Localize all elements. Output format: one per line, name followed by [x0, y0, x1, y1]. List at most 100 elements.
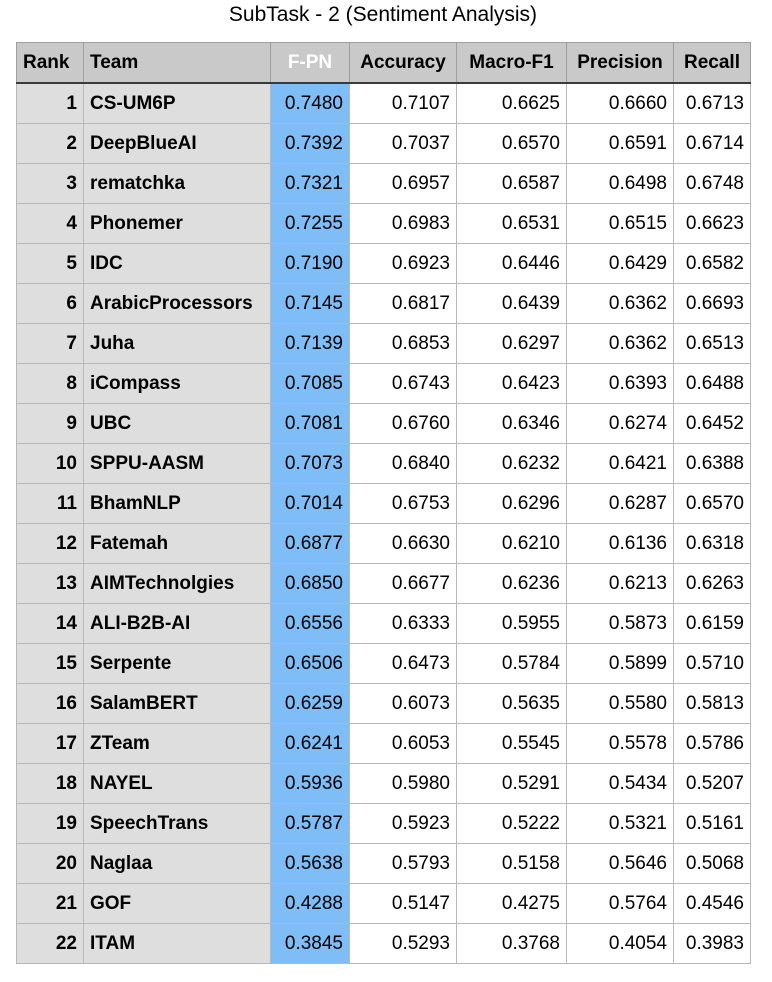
precision-cell: 0.6429	[566, 243, 674, 284]
macro-f1-cell: 0.5635	[456, 683, 567, 724]
accuracy-cell: 0.5980	[349, 763, 457, 804]
precision-cell: 0.5899	[566, 643, 674, 684]
f-pn-cell: 0.7392	[270, 123, 350, 164]
f-pn-cell: 0.7139	[270, 323, 350, 364]
table-title: SubTask - 2 (Sentiment Analysis)	[228, 3, 538, 26]
table-body: 1 CS-UM6P 0.7480 0.7107 0.6625 0.6660 0.6713 2 D…	[16, 82, 751, 964]
recall-cell: 0.6693	[673, 283, 751, 324]
table-row: 2 DeepBlueAI 0.7392 0.7037 0.6570 0.6591 0.671…	[16, 123, 751, 164]
macro-f1-cell: 0.6531	[456, 203, 567, 244]
macro-f1-cell: 0.6439	[456, 283, 567, 324]
rank-cell: 2	[16, 123, 84, 164]
recall-cell: 0.5813	[673, 683, 751, 724]
team-cell: Serpente	[83, 643, 271, 684]
table-row: 16 SalamBERT 0.6259 0.6073 0.5635 0.5580 0.581…	[16, 683, 751, 724]
table-row: 14 ALI-B2B-AI 0.6556 0.6333 0.5955 0.5873 0.61…	[16, 603, 751, 644]
column-header-recall: Recall	[673, 42, 751, 84]
macro-f1-cell: 0.6210	[456, 523, 567, 564]
accuracy-cell: 0.6743	[349, 363, 457, 404]
table-row: 19 SpeechTrans 0.5787 0.5923 0.5222 0.5321 0.5…	[16, 803, 751, 844]
recall-cell: 0.6623	[673, 203, 751, 244]
macro-f1-cell: 0.6570	[456, 123, 567, 164]
rank-cell: 19	[16, 803, 84, 844]
accuracy-cell: 0.6760	[349, 403, 457, 444]
table-row: 4 Phonemer 0.7255 0.6983 0.6531 0.6515 0.6623	[16, 203, 751, 244]
accuracy-cell: 0.5793	[349, 843, 457, 884]
f-pn-cell: 0.5787	[270, 803, 350, 844]
accuracy-cell: 0.6073	[349, 683, 457, 724]
team-cell: Phonemer	[83, 203, 271, 244]
team-cell: ArabicProcessors	[83, 283, 271, 324]
recall-cell: 0.6318	[673, 523, 751, 564]
precision-cell: 0.6213	[566, 563, 674, 604]
accuracy-cell: 0.5147	[349, 883, 457, 924]
macro-f1-cell: 0.3768	[456, 923, 567, 964]
table-row: 11 BhamNLP 0.7014 0.6753 0.6296 0.6287 0.6570	[16, 483, 751, 524]
macro-f1-cell: 0.4275	[456, 883, 567, 924]
f-pn-cell: 0.6259	[270, 683, 350, 724]
precision-cell: 0.5646	[566, 843, 674, 884]
recall-cell: 0.6570	[673, 483, 751, 524]
f-pn-cell: 0.5638	[270, 843, 350, 884]
precision-cell: 0.6591	[566, 123, 674, 164]
table-row: 22 ITAM 0.3845 0.5293 0.3768 0.4054 0.3983	[16, 923, 751, 964]
column-header-precision: Precision	[566, 42, 674, 84]
recall-cell: 0.6159	[673, 603, 751, 644]
team-cell: ZTeam	[83, 723, 271, 764]
recall-cell: 0.5207	[673, 763, 751, 804]
macro-f1-cell: 0.5291	[456, 763, 567, 804]
f-pn-cell: 0.7085	[270, 363, 350, 404]
macro-f1-cell: 0.6297	[456, 323, 567, 364]
f-pn-cell: 0.7480	[270, 82, 350, 124]
recall-cell: 0.5710	[673, 643, 751, 684]
f-pn-cell: 0.6850	[270, 563, 350, 604]
recall-cell: 0.6263	[673, 563, 751, 604]
precision-cell: 0.4054	[566, 923, 674, 964]
accuracy-cell: 0.6753	[349, 483, 457, 524]
table-row: 12 Fatemah 0.6877 0.6630 0.6210 0.6136 0.6318	[16, 523, 751, 564]
f-pn-cell: 0.6506	[270, 643, 350, 684]
recall-cell: 0.6513	[673, 323, 751, 364]
table-row: 17 ZTeam 0.6241 0.6053 0.5545 0.5578 0.5786	[16, 723, 751, 764]
team-cell: ITAM	[83, 923, 271, 964]
table-row: 13 AIMTechnolgies 0.6850 0.6677 0.6236 0.6213…	[16, 563, 751, 604]
rank-cell: 1	[16, 82, 84, 124]
column-header-accuracy: Accuracy	[349, 42, 457, 84]
accuracy-cell: 0.5923	[349, 803, 457, 844]
precision-cell: 0.5434	[566, 763, 674, 804]
rank-cell: 21	[16, 883, 84, 924]
table-row: 7 Juha 0.7139 0.6853 0.6297 0.6362 0.6513	[16, 323, 751, 364]
f-pn-cell: 0.3845	[270, 923, 350, 964]
precision-cell: 0.6393	[566, 363, 674, 404]
accuracy-cell: 0.6853	[349, 323, 457, 364]
table-row: 5 IDC 0.7190 0.6923 0.6446 0.6429 0.6582	[16, 243, 751, 284]
macro-f1-cell: 0.6346	[456, 403, 567, 444]
f-pn-cell: 0.7321	[270, 163, 350, 204]
table-row: 20 Naglaa 0.5638 0.5793 0.5158 0.5646 0.5068	[16, 843, 751, 884]
team-cell: UBC	[83, 403, 271, 444]
rank-cell: 20	[16, 843, 84, 884]
rank-cell: 13	[16, 563, 84, 604]
table-row: 21 GOF 0.4288 0.5147 0.4275 0.5764 0.4546	[16, 883, 751, 924]
column-header-f-pn: F-PN	[270, 42, 350, 84]
accuracy-cell: 0.6923	[349, 243, 457, 284]
precision-cell: 0.6136	[566, 523, 674, 564]
precision-cell: 0.6287	[566, 483, 674, 524]
f-pn-cell: 0.7014	[270, 483, 350, 524]
macro-f1-cell: 0.6236	[456, 563, 567, 604]
accuracy-cell: 0.6053	[349, 723, 457, 764]
precision-cell: 0.5764	[566, 883, 674, 924]
accuracy-cell: 0.6983	[349, 203, 457, 244]
rank-cell: 22	[16, 923, 84, 964]
rank-cell: 14	[16, 603, 84, 644]
precision-cell: 0.6498	[566, 163, 674, 204]
f-pn-cell: 0.6241	[270, 723, 350, 764]
macro-f1-cell: 0.6625	[456, 82, 567, 124]
precision-cell: 0.6274	[566, 403, 674, 444]
table-row: 6 ArabicProcessors 0.7145 0.6817 0.6439 0.636…	[16, 283, 751, 324]
rank-cell: 3	[16, 163, 84, 204]
team-cell: BhamNLP	[83, 483, 271, 524]
f-pn-cell: 0.7190	[270, 243, 350, 284]
rank-cell: 5	[16, 243, 84, 284]
rank-cell: 11	[16, 483, 84, 524]
